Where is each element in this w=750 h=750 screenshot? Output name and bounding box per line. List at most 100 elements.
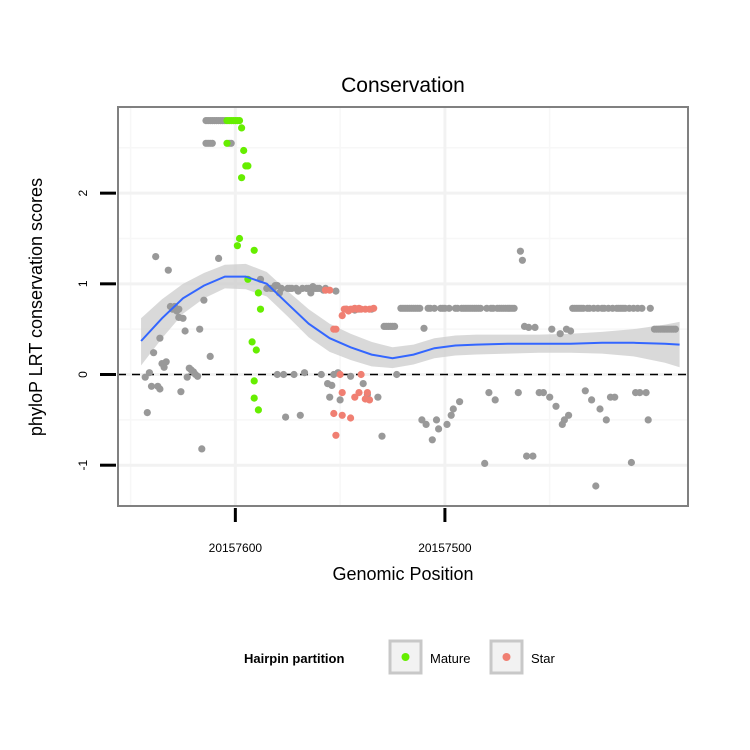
data-point-other [416,304,424,312]
data-point-star [326,286,334,294]
data-point-star [338,411,346,419]
data-point-star [332,325,340,333]
data-point-other [588,396,596,404]
data-point-mature [250,394,258,402]
data-point-other [141,373,149,381]
data-point-other [347,372,355,380]
data-point-other [430,304,438,312]
data-point-other [485,389,493,397]
data-point-other [567,327,575,335]
data-point-other [481,459,489,467]
panel-border [117,106,689,507]
data-point-other [162,358,170,366]
data-point-other [523,452,531,460]
data-point-other [282,413,290,421]
data-point-star [370,304,378,312]
x-tick-label: 20157600 [209,541,263,555]
x-axis-title: Genomic Position [332,564,473,584]
data-point-other [181,327,189,335]
data-point-other [546,393,554,401]
data-point-other [531,323,539,331]
data-points [141,117,680,490]
data-point-other [418,416,426,424]
y-axis-title: phyloP LRT conservation scores [26,178,46,436]
data-point-other [516,247,525,255]
data-point-other [336,396,344,404]
data-point-other [560,416,569,424]
data-point-other [300,369,309,377]
y-tick-label: 2 [76,189,90,196]
data-point-star [351,393,359,401]
y-tick-label: 0 [76,371,90,378]
data-point-other [491,396,499,404]
data-point-other [290,370,298,379]
data-point-other [179,314,187,322]
data-point-other [420,324,428,332]
data-point-other [194,372,202,380]
data-point-other [525,323,533,331]
data-point-other [642,389,650,397]
data-point-other [510,304,518,312]
data-point-other [280,370,288,379]
data-point-mature [235,234,244,243]
data-point-other [548,325,556,333]
legend-swatch-star [502,653,511,661]
data-point-other [627,458,636,467]
data-point-star [357,370,365,379]
legend-label-star: Star [531,651,556,666]
data-point-other [445,304,453,312]
data-point-other [646,304,654,312]
data-point-mature [250,246,258,254]
data-point-other [581,387,589,395]
plot-panel [117,106,689,507]
data-point-other [552,402,560,410]
data-point-other [296,411,304,419]
data-point-mature [248,338,256,346]
smooth-trend-line [140,275,680,360]
legend-key-star [489,639,524,675]
data-point-other [636,389,644,397]
data-point-mature [254,406,262,414]
data-point-other [592,482,600,490]
data-point-other [428,436,436,444]
data-point-mature [238,124,246,132]
data-point-mature [238,174,246,182]
data-point-mature [256,305,265,313]
legend-entry-star: Star [489,639,556,675]
data-point-star [365,396,374,404]
data-point-other [529,452,537,460]
legend-entry-mature: Mature [388,639,470,675]
data-point-other [208,139,216,147]
data-point-mature [252,346,260,354]
data-point-mature [250,377,258,385]
data-point-mature [244,162,252,170]
data-point-other [671,325,680,333]
data-point-star [332,431,340,439]
data-point-other [273,370,281,379]
data-point-other [456,398,464,406]
data-point-other [596,405,604,413]
data-point-other [602,416,610,424]
data-point-other [156,334,164,342]
data-point-other [447,411,455,419]
data-point-other [326,393,334,401]
data-point-other [644,416,652,424]
data-point-mature [254,289,262,297]
data-point-other [432,416,441,424]
y-axis: -1 0 1 2 [76,189,116,471]
data-point-other [150,349,158,357]
legend-swatch-mature [401,653,410,661]
y-tick-label: -1 [76,460,90,471]
data-point-other [198,445,206,453]
data-point-other [476,304,485,312]
data-point-other [177,388,185,396]
x-axis: 20157600 20157500 [209,508,472,555]
data-point-other [145,369,153,377]
data-point-other [449,405,457,413]
data-point-other [332,287,340,295]
data-point-mature [240,146,248,155]
data-point-other [514,389,522,397]
data-point-other [359,380,367,388]
data-point-other [435,425,443,433]
data-point-other [393,370,401,379]
